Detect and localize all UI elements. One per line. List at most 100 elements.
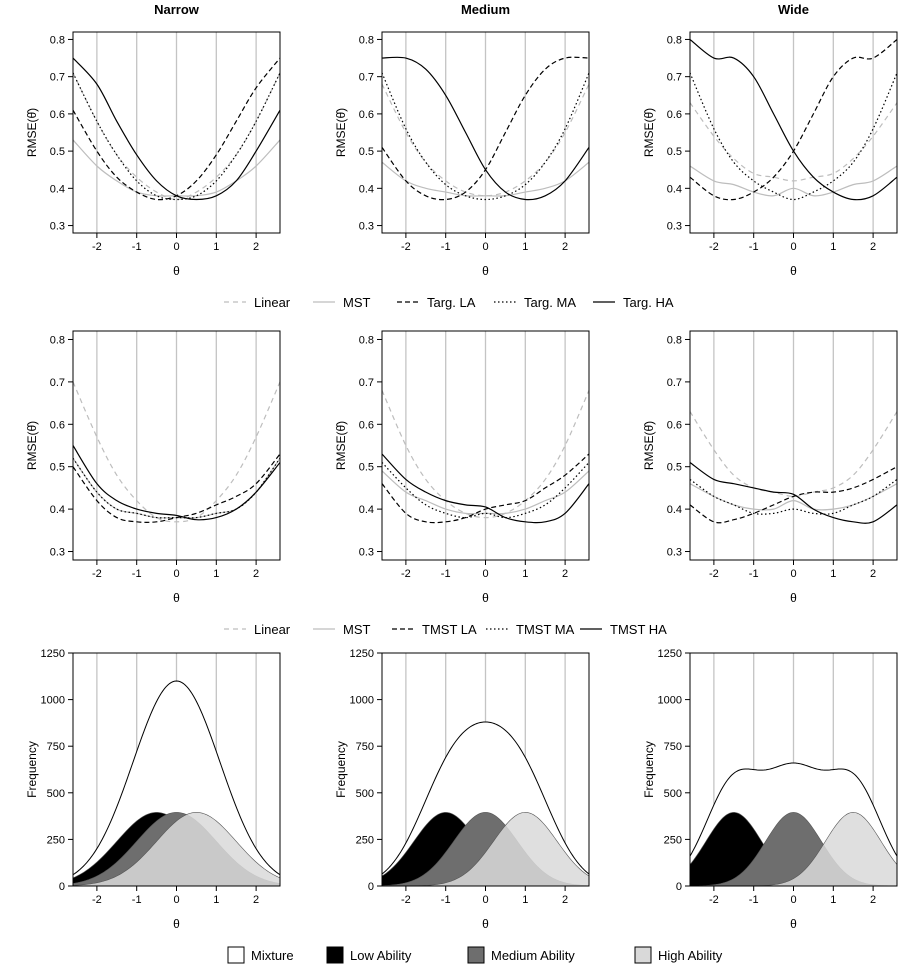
legend-label: Linear xyxy=(254,295,291,310)
x-tick-label: 2 xyxy=(253,568,259,580)
y-tick-label: 0 xyxy=(368,881,374,893)
panel-wide-row-3: 0 250 500 750 1000 1250 -2 -1 0 1 2 θ Frequency xyxy=(642,648,898,931)
x-axis-label: θ xyxy=(173,264,180,278)
y-tick-label: 250 xyxy=(356,834,374,846)
y-tick-label: 0.7 xyxy=(667,72,682,84)
y-tick-label: 1250 xyxy=(350,648,374,660)
x-axis-label: θ xyxy=(173,591,180,605)
panel-medium-row-3: 0 250 500 750 1000 1250 -2 -1 0 1 2 θ Frequency xyxy=(334,648,590,931)
x-tick-label: 1 xyxy=(213,568,219,580)
panel-narrow-row-2: 0.3 0.4 0.5 0.6 0.7 0.8 -2 -1 0 1 2 θ RMSE(θ̂) xyxy=(25,330,281,605)
y-tick-label: 1000 xyxy=(41,695,65,707)
y-tick-label: 750 xyxy=(47,741,65,753)
x-tick-label: 0 xyxy=(173,568,179,580)
y-tick-label: 0.4 xyxy=(50,183,65,195)
plot-area xyxy=(73,680,280,886)
x-tick-label: 0 xyxy=(482,894,488,906)
series-line-targ-ha xyxy=(73,57,280,201)
y-tick-label: 500 xyxy=(664,788,682,800)
x-tick-label: 2 xyxy=(253,894,259,906)
legend-label: High Ability xyxy=(658,948,723,963)
plot-area xyxy=(73,57,280,201)
series-line-tmst-la xyxy=(690,466,897,524)
y-tick-label: 0.6 xyxy=(359,109,374,121)
y-tick-label: 0.8 xyxy=(50,34,65,46)
x-tick-label: 0 xyxy=(790,894,796,906)
y-tick-label: 0.7 xyxy=(359,377,374,389)
x-tick-label: 1 xyxy=(830,894,836,906)
y-axis-label: RMSE(θ̂) xyxy=(25,421,39,470)
x-tick-label: 0 xyxy=(790,241,796,253)
x-tick-label: -2 xyxy=(401,241,411,253)
legend-label: MST xyxy=(343,622,371,637)
series-line-linear xyxy=(73,72,280,201)
x-axis-label: θ xyxy=(173,917,180,931)
area-high-ability xyxy=(690,812,897,886)
y-tick-label: 0.6 xyxy=(50,109,65,121)
panel-wide-row-2: 0.3 0.4 0.5 0.6 0.7 0.8 -2 -1 0 1 2 θ RMSE(θ̂) xyxy=(642,330,898,605)
y-tick-label: 0.8 xyxy=(667,34,682,46)
plot-area xyxy=(73,381,280,523)
x-tick-label: 1 xyxy=(830,568,836,580)
series-line-tmst-ha xyxy=(73,445,280,521)
panel-medium-row-2: 0.3 0.4 0.5 0.6 0.7 0.8 -2 -1 0 1 2 θ RMSE(θ̂) xyxy=(334,330,590,605)
y-tick-label: 0.6 xyxy=(359,419,374,431)
x-axis-label: θ xyxy=(790,917,797,931)
x-tick-label: 0 xyxy=(482,568,488,580)
y-tick-label: 0.4 xyxy=(359,504,374,516)
x-tick-label: 2 xyxy=(870,568,876,580)
legend-label: Linear xyxy=(254,622,291,637)
legend-label: TMST LA xyxy=(422,622,477,637)
y-tick-label: 0.7 xyxy=(50,72,65,84)
y-tick-label: 0.7 xyxy=(359,72,374,84)
y-tick-label: 0.6 xyxy=(667,109,682,121)
series-line-targ-ma xyxy=(690,72,897,201)
y-tick-label: 0.5 xyxy=(667,146,682,158)
y-tick-label: 0.3 xyxy=(667,547,682,559)
y-tick-label: 250 xyxy=(664,834,682,846)
y-tick-label: 0.3 xyxy=(50,221,65,233)
x-tick-label: -2 xyxy=(709,894,719,906)
y-tick-label: 0.7 xyxy=(667,377,682,389)
x-tick-label: 1 xyxy=(522,568,528,580)
column-title-medium: Medium xyxy=(461,2,510,17)
plot-area xyxy=(382,721,589,886)
y-tick-label: 0.6 xyxy=(667,419,682,431)
plot-area xyxy=(690,38,897,201)
x-axis-label: θ xyxy=(790,264,797,278)
y-tick-label: 500 xyxy=(356,788,374,800)
series-line-tmst-ha xyxy=(382,453,589,524)
x-tick-label: -1 xyxy=(441,568,451,580)
y-axis-label: Frequency xyxy=(25,741,39,798)
legend-label: Targ. LA xyxy=(427,295,476,310)
y-tick-label: 1250 xyxy=(658,648,682,660)
plot-area xyxy=(382,56,589,201)
x-tick-label: 0 xyxy=(173,241,179,253)
x-tick-label: -1 xyxy=(441,241,451,253)
y-tick-label: 0.8 xyxy=(359,334,374,346)
plot-area xyxy=(690,762,897,886)
x-tick-label: -1 xyxy=(749,241,759,253)
x-tick-label: -2 xyxy=(709,241,719,253)
series-line-tmst-ma xyxy=(690,478,897,515)
legend-label: TMST MA xyxy=(516,622,575,637)
x-tick-label: 2 xyxy=(562,568,568,580)
plot-area xyxy=(382,390,589,524)
x-tick-label: -1 xyxy=(132,894,142,906)
y-tick-label: 0.4 xyxy=(359,183,374,195)
x-tick-label: -2 xyxy=(401,568,411,580)
y-tick-label: 0.8 xyxy=(50,334,65,346)
x-tick-label: 2 xyxy=(562,241,568,253)
y-tick-label: 0 xyxy=(676,881,682,893)
y-tick-label: 1000 xyxy=(658,695,682,707)
y-tick-label: 750 xyxy=(356,741,374,753)
y-tick-label: 0.8 xyxy=(667,334,682,346)
x-tick-label: -2 xyxy=(92,241,102,253)
series-line-targ-ha xyxy=(382,56,589,201)
y-tick-label: 0.5 xyxy=(50,146,65,158)
x-tick-label: -2 xyxy=(92,894,102,906)
x-tick-label: 2 xyxy=(870,241,876,253)
x-tick-label: -1 xyxy=(132,241,142,253)
x-tick-label: -1 xyxy=(749,568,759,580)
legend-label: TMST HA xyxy=(610,622,667,637)
